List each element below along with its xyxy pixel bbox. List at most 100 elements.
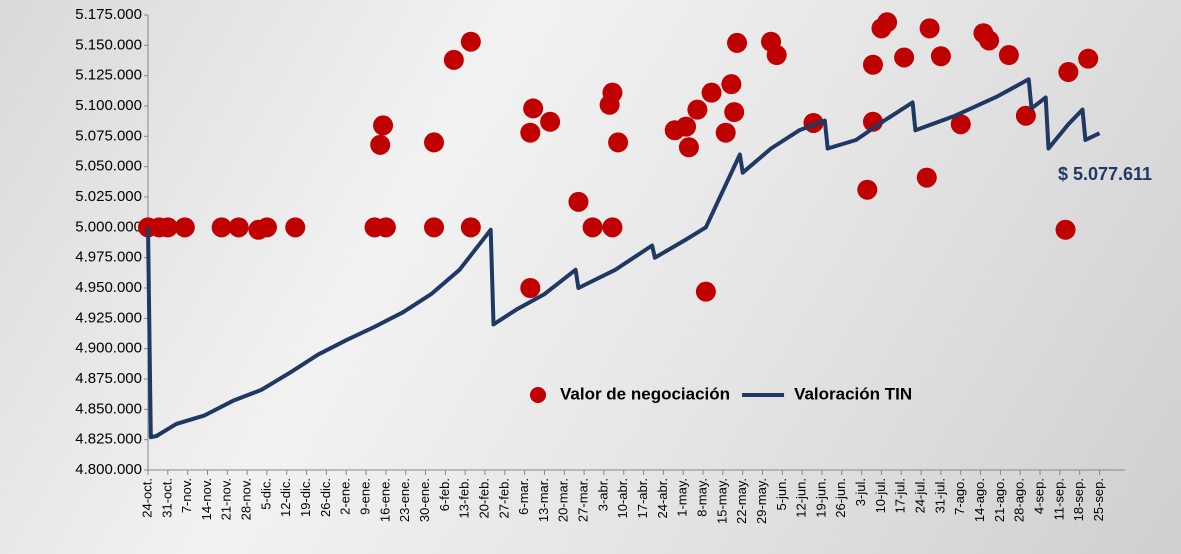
y-tick-label: 5.000.000 <box>75 218 142 235</box>
x-tick-label: 13-mar. <box>536 478 551 522</box>
y-tick-label: 5.125.000 <box>75 67 142 84</box>
legend-label: Valor de negociación <box>560 384 730 403</box>
scatter-point <box>715 122 736 143</box>
x-tick-label: 20-feb. <box>476 478 491 518</box>
y-tick-label: 4.900.000 <box>75 340 142 357</box>
y-tick-label: 4.800.000 <box>75 461 142 478</box>
x-tick-label: 7-nov. <box>179 478 194 513</box>
x-tick-label: 27-feb. <box>496 478 511 518</box>
scatter-point <box>1015 105 1036 126</box>
scatter-point <box>211 217 232 238</box>
x-tick-label: 24-abr. <box>655 478 670 518</box>
scatter-point <box>228 217 249 238</box>
x-tick-label: 11-sep. <box>1051 478 1066 520</box>
scatter-point <box>1055 219 1076 240</box>
scatter-point <box>540 111 561 132</box>
x-tick-label: 23-ene. <box>397 478 412 522</box>
scatter-point <box>568 191 589 212</box>
scatter-point <box>256 217 277 238</box>
x-tick-label: 19-jun. <box>813 478 828 518</box>
scatter-point <box>687 99 708 120</box>
x-tick-label: 26-dic. <box>318 478 333 517</box>
x-tick-label: 20-mar. <box>556 478 571 522</box>
scatter-point <box>582 217 603 238</box>
scatter-point <box>460 31 481 52</box>
scatter-point <box>523 98 544 119</box>
scatter-point <box>766 45 787 66</box>
scatter-point <box>862 54 883 75</box>
line-series <box>146 77 1101 440</box>
x-tick-label: 17-jul. <box>893 478 908 513</box>
y-tick-label: 5.175.000 <box>75 6 142 23</box>
scatter-point <box>174 217 195 238</box>
scatter-point <box>857 179 878 200</box>
scatter-point <box>1078 48 1099 69</box>
x-tick-label: 12-dic. <box>278 478 293 517</box>
last-value-annotation: $ 5.077.611 <box>1058 164 1152 184</box>
x-tick-label: 15-may. <box>714 478 729 524</box>
x-tick-label: 14-nov. <box>199 478 214 520</box>
y-tick-label: 5.050.000 <box>75 158 142 175</box>
x-tick-label: 31-oct. <box>159 478 174 518</box>
x-tick-label: 25-sep. <box>1091 478 1106 521</box>
x-tick-label: 27-mar. <box>576 478 591 522</box>
y-tick-label: 4.850.000 <box>75 400 142 417</box>
scatter-point <box>1058 62 1079 83</box>
x-tick-label: 5-jun. <box>774 478 789 511</box>
scatter-point <box>930 46 951 67</box>
x-tick-label: 31-jul. <box>932 478 947 513</box>
x-tick-label: 8-may. <box>694 478 709 517</box>
scatter-point <box>919 18 940 39</box>
x-tick-label: 17-abr. <box>635 478 650 518</box>
x-tick-label: 2-ene. <box>338 478 353 515</box>
scatter-point <box>424 132 445 153</box>
scatter-point <box>520 122 541 143</box>
scatter-point <box>678 137 699 158</box>
x-tick-label: 28-ago. <box>1012 478 1027 522</box>
x-tick-label: 14-ago. <box>972 478 987 522</box>
x-tick-label: 3-abr. <box>595 478 610 511</box>
x-tick-label: 13-feb. <box>457 478 472 518</box>
x-tick-label: 21-ago. <box>992 478 1007 522</box>
y-tick-label: 4.950.000 <box>75 279 142 296</box>
x-tick-label: 5-dic. <box>258 478 273 510</box>
y-tick-label: 5.150.000 <box>75 36 142 53</box>
x-tick-label: 29-may. <box>754 478 769 524</box>
scatter-point <box>894 47 915 68</box>
x-tick-label: 30-ene. <box>417 478 432 522</box>
scatter-point <box>701 82 722 103</box>
x-tick-label: 16-ene. <box>377 478 392 522</box>
x-tick-label: 22-may. <box>734 478 749 524</box>
y-tick-label: 4.975.000 <box>75 249 142 266</box>
scatter-point <box>724 102 745 123</box>
x-tick-label: 6-mar. <box>516 478 531 515</box>
scatter-point <box>721 74 742 95</box>
x-tick-label: 21-nov. <box>219 478 234 520</box>
scatter-point <box>727 32 748 53</box>
x-tick-label: 3-jul. <box>853 478 868 506</box>
scatter-point <box>695 281 716 302</box>
scatter-point <box>520 278 541 298</box>
x-tick-label: 4-sep. <box>1031 478 1046 514</box>
scatter-point <box>443 49 464 70</box>
x-tick-label: 6-feb. <box>437 478 452 511</box>
x-tick-label: 28-nov. <box>239 478 254 520</box>
x-tick-label: 7-ago. <box>952 478 967 515</box>
scatter-point <box>602 82 623 103</box>
scatter-point <box>373 115 394 136</box>
y-tick-label: 5.025.000 <box>75 188 142 205</box>
x-tick-label: 12-jun. <box>794 478 809 518</box>
x-tick-label: 19-dic. <box>298 478 313 517</box>
scatter-point <box>460 217 481 238</box>
legend-marker <box>530 387 546 403</box>
x-tick-label: 24-jul. <box>913 478 928 513</box>
x-tick-label: 9-ene. <box>357 478 372 515</box>
scatter-point <box>676 116 697 137</box>
scatter-point <box>370 134 391 155</box>
legend-label: Valoración TIN <box>794 384 912 403</box>
scatter-point <box>608 132 629 153</box>
scatter-point <box>157 217 178 238</box>
scatter-point <box>950 114 971 135</box>
